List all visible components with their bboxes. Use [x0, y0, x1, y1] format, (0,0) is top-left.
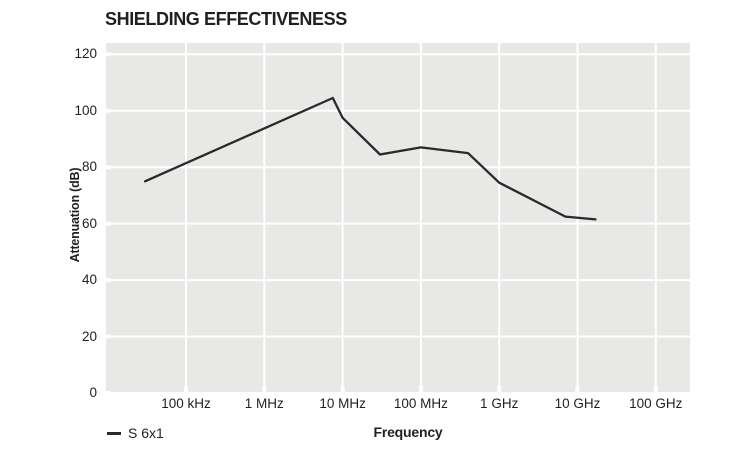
x-tick-mark: [418, 386, 423, 393]
legend-label: S 6x1: [128, 425, 164, 441]
x-tick-mark: [497, 386, 502, 393]
x-tick-mark: [184, 386, 189, 393]
x-tick-label: 1 MHz: [244, 396, 284, 411]
legend: S 6x1: [107, 424, 164, 442]
x-tick-label: 100 GHz: [629, 396, 683, 411]
y-tick-mark: [106, 165, 111, 170]
y-tick-label: 80: [81, 159, 97, 175]
legend-line-swatch-icon: [107, 431, 121, 435]
y-tick-mark: [106, 108, 111, 113]
plot-area: [106, 43, 690, 393]
y-tick-label: 120: [74, 46, 97, 62]
x-tick-label: 10 MHz: [319, 396, 366, 411]
chart-title: SHIELDING EFFECTIVENESS: [105, 9, 347, 29]
x-tick-mark: [575, 386, 580, 393]
y-tick-mark: [106, 278, 111, 283]
y-tick-label: 40: [81, 272, 97, 288]
series-line: [143, 96, 597, 221]
x-tick-label: 1 GHz: [480, 396, 519, 411]
y-tick-label: 0: [89, 385, 97, 400]
y-tick-mark: [106, 52, 111, 57]
y-tick-mark: [106, 334, 111, 339]
x-tick-label: 100 kHz: [161, 396, 211, 411]
x-tick-mark: [340, 386, 345, 393]
y-tick-mark: [106, 221, 111, 226]
x-tick-label: 10 GHz: [554, 396, 601, 411]
y-tick-label: 60: [81, 215, 97, 231]
y-tick-label: 100: [74, 102, 97, 118]
x-axis-label: Frequency: [373, 424, 443, 440]
y-tick-label: 20: [81, 328, 97, 344]
y-tick-mark: [106, 391, 111, 395]
x-tick-mark: [653, 386, 658, 393]
x-tick-mark: [262, 386, 267, 393]
x-tick-label: 100 MHz: [393, 396, 448, 411]
